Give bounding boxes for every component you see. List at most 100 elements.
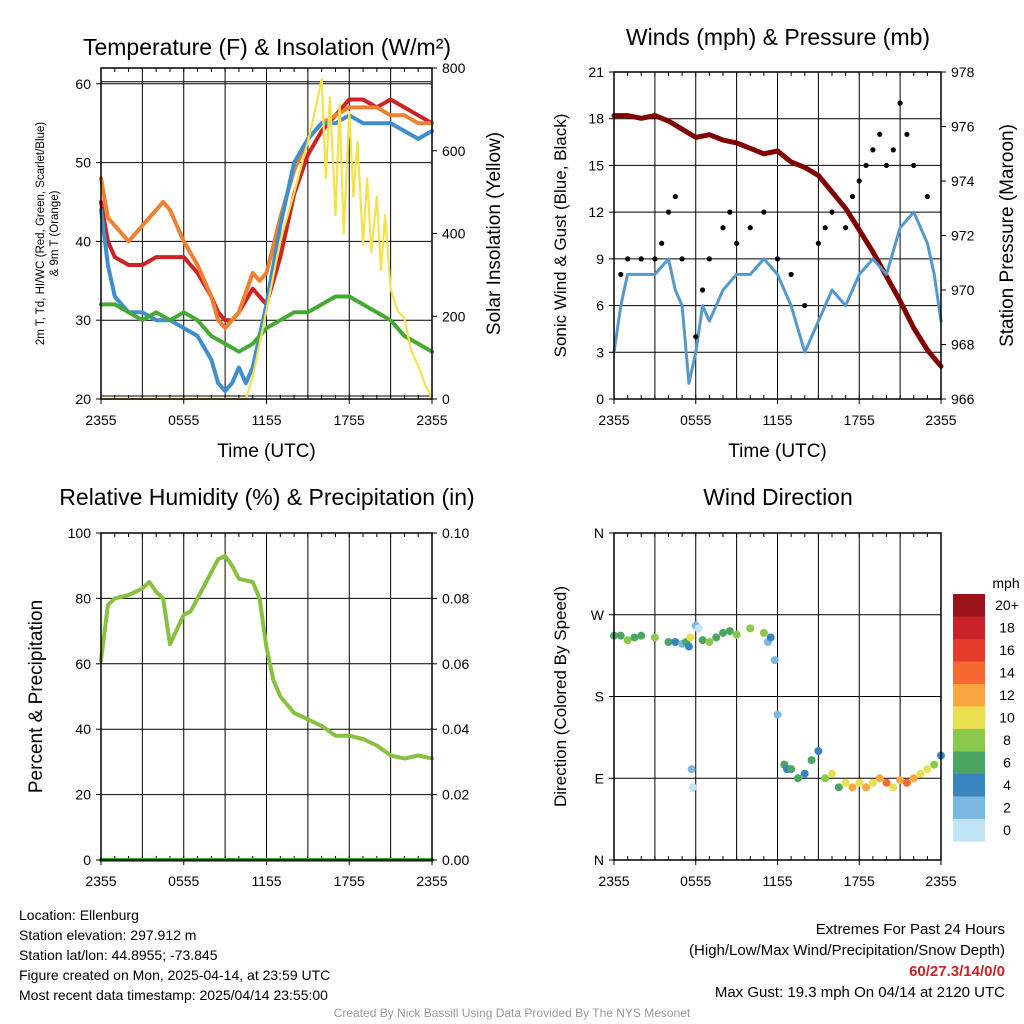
x-tick-label: 1155 xyxy=(762,873,792,889)
colorbar-swatch xyxy=(953,684,985,707)
direction-point xyxy=(725,627,734,636)
series-line xyxy=(99,77,434,401)
direction-point xyxy=(770,656,779,665)
x-tick-label: 2355 xyxy=(416,873,447,889)
direction-point xyxy=(923,765,932,774)
gust-point xyxy=(747,225,753,231)
y-axis-label: Sonic Wind & Gust (Blue, Black) xyxy=(551,114,570,358)
y-axis-label-right: Station Pressure (Maroon) xyxy=(997,124,1018,347)
chart-title: Temperature (F) & Insolation (W/m²) xyxy=(83,34,451,60)
gust-point xyxy=(815,240,821,246)
x-tick-label: 2355 xyxy=(925,412,956,428)
y-tick-label-right: 970 xyxy=(951,282,975,298)
gust-point xyxy=(877,131,883,137)
series-line xyxy=(612,210,943,385)
gust-point xyxy=(706,256,712,262)
y-tick-label-right: 0.04 xyxy=(442,721,469,737)
station-info: Location: Ellenburg Station elevation: 2… xyxy=(19,905,330,1005)
y-tick-label: 3 xyxy=(596,344,604,360)
temperature-insolation-chart: Temperature (F) & Insolation (W/m²) 2355 0… xyxy=(35,34,505,462)
x-tick-label: 2355 xyxy=(85,412,116,428)
colorbar-label: 2 xyxy=(1003,800,1011,816)
y-tick-label: 0 xyxy=(83,852,91,868)
y-axis-label-right: Solar Insolation (Yellow) xyxy=(484,132,505,335)
direction-point xyxy=(882,778,891,787)
series-line xyxy=(99,97,434,323)
gust-point xyxy=(924,193,930,200)
y-axis-label: Percent & Precipitation xyxy=(26,600,47,793)
y-tick-label: 100 xyxy=(68,525,92,541)
colorbar-swatch xyxy=(953,751,985,774)
y-tick-label-right: 976 xyxy=(951,119,975,135)
gust-point xyxy=(693,334,699,340)
direction-point xyxy=(630,633,639,642)
direction-point xyxy=(889,783,898,792)
direction-point xyxy=(650,633,659,642)
y-tick-label: 18 xyxy=(588,111,604,127)
gust-point xyxy=(652,256,658,262)
y-axis-label: & 9m T (Orange) xyxy=(49,190,61,276)
direction-point xyxy=(916,769,925,778)
colorbar-swatch xyxy=(953,616,985,639)
chart-title: Winds (mph) & Pressure (mb) xyxy=(626,24,930,50)
station-latlon: Station lat/lon: 44.8955; -73.845 xyxy=(19,947,218,963)
gust-point xyxy=(734,240,740,246)
series-line xyxy=(611,113,944,369)
direction-point xyxy=(686,633,695,642)
x-axis-label: Time (UTC) xyxy=(217,441,316,462)
direction-point xyxy=(694,624,703,633)
x-tick-label: 1755 xyxy=(334,873,365,889)
x-tick-label: 2355 xyxy=(598,412,629,428)
direction-point xyxy=(719,628,727,637)
y-tick-label-right: 600 xyxy=(442,143,466,159)
y-axis-label: Direction (Colored By Speed) xyxy=(551,586,570,807)
gust-point xyxy=(699,287,706,293)
gust-point xyxy=(665,209,672,215)
colorbar-label: 18 xyxy=(999,620,1015,636)
series-line xyxy=(99,105,434,331)
chart-title: Relative Humidity (%) & Precipitation (i… xyxy=(59,484,474,510)
max-gust: Max Gust: 19.3 mph On 04/14 at 2120 UTC xyxy=(714,984,1005,1001)
extremes-info: Extremes For Past 24 Hours (High/Low/Max… xyxy=(689,919,1005,1003)
series-line xyxy=(99,113,434,394)
direction-point xyxy=(793,774,802,783)
direction-point xyxy=(814,747,823,755)
direction-point xyxy=(841,778,850,787)
x-axis-label: Time (UTC) xyxy=(728,441,827,462)
y-tick-label: N xyxy=(594,852,604,868)
direction-point xyxy=(787,765,796,774)
gust-point xyxy=(822,225,828,231)
x-tick-label: 1755 xyxy=(844,873,875,889)
direction-point xyxy=(766,633,775,642)
gust-point xyxy=(849,193,856,200)
y-tick-label: 40 xyxy=(75,233,91,249)
colorbar-swatch xyxy=(953,706,985,729)
wind-direction-chart: Wind Direction 2355 0555 1155 1755 2355 N E S W N D… xyxy=(551,484,1020,889)
x-tick-label: 0555 xyxy=(168,412,199,428)
direction-point xyxy=(616,631,625,640)
y-tick-label-right: 972 xyxy=(951,228,975,244)
y-tick-label: 21 xyxy=(588,64,604,80)
colorbar-swatch xyxy=(953,594,985,617)
y-tick-label: 50 xyxy=(75,155,91,171)
colorbar-label: 0 xyxy=(1003,822,1011,838)
colorbar-label: 14 xyxy=(999,665,1015,681)
gust-point xyxy=(863,162,869,169)
y-tick-label: 15 xyxy=(588,157,604,173)
y-tick-label-right: 800 xyxy=(442,60,466,76)
direction-point xyxy=(746,624,755,633)
y-tick-label-right: 0.02 xyxy=(442,787,469,803)
series-line xyxy=(99,294,434,354)
y-tick-label-right: 968 xyxy=(951,337,975,353)
series-line xyxy=(99,553,434,761)
direction-point xyxy=(902,778,911,787)
direction-point xyxy=(862,783,871,792)
y-tick-label-right: 400 xyxy=(442,226,466,242)
direction-point xyxy=(698,636,707,645)
colorbar-swatch xyxy=(953,819,985,842)
y-tick-label: W xyxy=(591,607,605,623)
y-tick-label-right: 966 xyxy=(951,391,975,407)
gust-point xyxy=(911,162,917,169)
colorbar-label: 10 xyxy=(999,710,1015,726)
gust-point xyxy=(727,209,733,215)
